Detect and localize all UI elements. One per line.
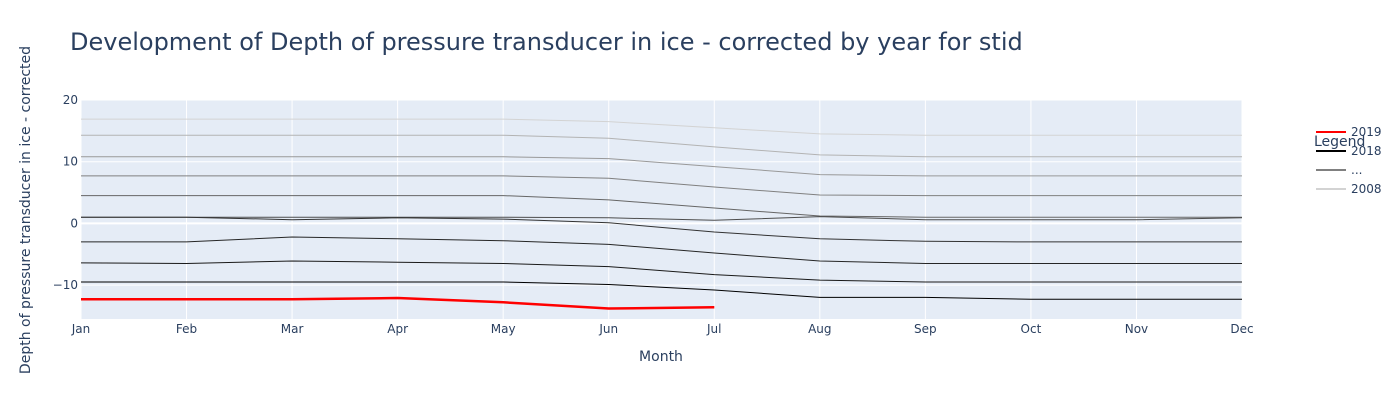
series-line: [81, 281, 1242, 300]
y-axis-title: Depth of pressure transducer in ice - co…: [18, 46, 34, 374]
x-tick-label: Nov: [1125, 322, 1148, 336]
y-axis-ticks: 20 10 0 −10: [53, 93, 78, 292]
chart-title: Development of Depth of pressure transdu…: [70, 28, 1023, 56]
y-tick-label: 0: [70, 216, 78, 230]
legend-label: ...: [1351, 163, 1362, 177]
x-tick-label: Sep: [914, 322, 937, 336]
legend-item[interactable]: 2018: [1316, 144, 1382, 158]
y-tick-label: 10: [63, 155, 78, 169]
series-line: [81, 134, 1242, 158]
legend-item[interactable]: 2008: [1316, 182, 1382, 196]
series-line: [81, 216, 1242, 243]
x-tick-label: Jul: [706, 322, 721, 336]
x-tick-label: Jan: [71, 322, 91, 336]
legend-item[interactable]: 2019: [1316, 125, 1382, 139]
x-tick-label: Dec: [1230, 322, 1253, 336]
legend-item[interactable]: ...: [1316, 163, 1362, 177]
legend-label: 2018: [1351, 144, 1382, 158]
legend-label: 2019: [1351, 125, 1382, 139]
x-tick-label: Apr: [387, 322, 408, 336]
x-tick-label: Oct: [1021, 322, 1042, 336]
series-line: [81, 156, 1242, 177]
series-line: [80, 260, 1242, 283]
y-tick-label: −10: [53, 278, 78, 292]
series-line: [81, 216, 1243, 221]
x-axis-title: Month: [639, 349, 683, 365]
x-tick-label: Jun: [598, 322, 618, 336]
legend-label: 2008: [1351, 182, 1382, 196]
x-tick-label: Feb: [176, 322, 197, 336]
y-tick-label: 20: [63, 93, 78, 107]
series-lines: [80, 118, 1243, 310]
series-line: [81, 175, 1242, 197]
legend[interactable]: Legend 2019 2018... 2008: [1314, 125, 1382, 196]
series-line: [81, 195, 1242, 218]
plot-area: [81, 100, 1242, 319]
series-line: [81, 118, 1242, 136]
series-line: [81, 296, 715, 310]
gridlines: [80, 99, 1243, 319]
x-tick-label: Aug: [808, 322, 831, 336]
series-line: [81, 236, 1242, 264]
x-tick-label: May: [491, 322, 516, 336]
x-tick-label: Mar: [281, 322, 304, 336]
legend-title: Legend: [1314, 134, 1365, 150]
x-axis-ticks: Jan Feb Mar Apr May Jun Jul Aug Sep Oct Nov Dec: [71, 322, 1254, 336]
